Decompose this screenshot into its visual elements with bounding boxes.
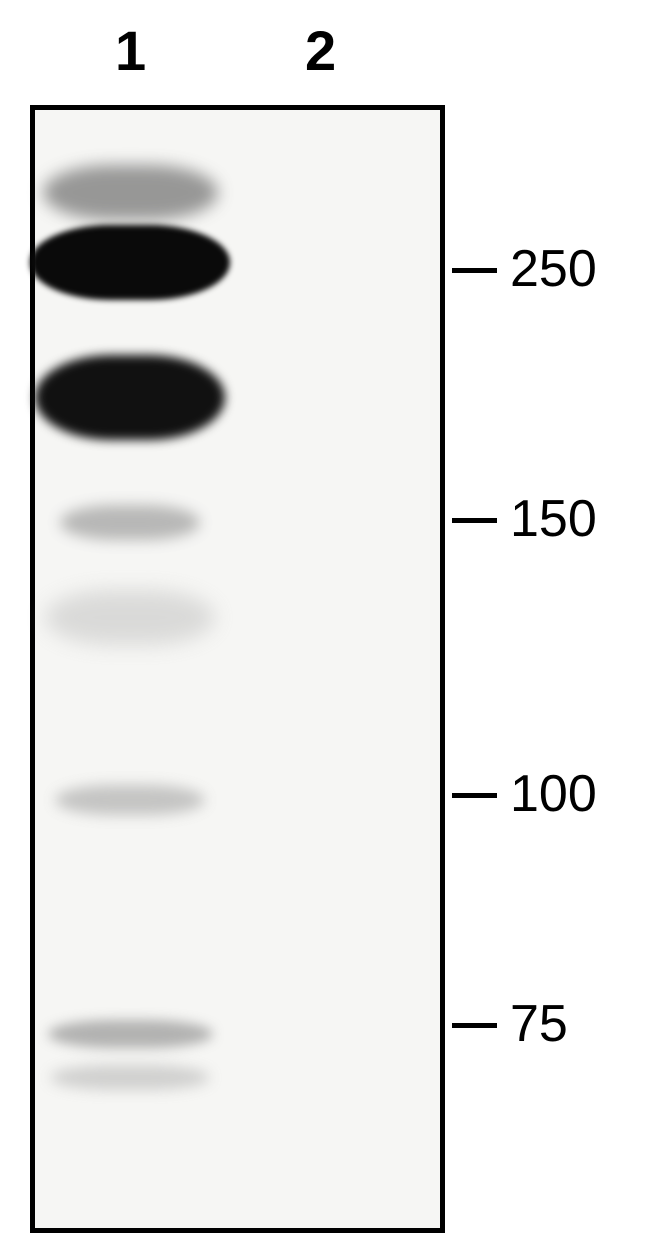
marker-tick-150 (452, 518, 497, 523)
blot-band-lane1-4 (45, 590, 215, 645)
blot-band-lane1-7 (50, 1065, 210, 1090)
lane-header-1: 1 (115, 18, 146, 83)
blot-frame (30, 105, 445, 1233)
marker-tick-100 (452, 793, 497, 798)
marker-tick-250 (452, 268, 497, 273)
marker-tick-75 (452, 1023, 497, 1028)
marker-label-250: 250 (510, 239, 597, 299)
blot-band-lane1-3 (60, 505, 200, 540)
marker-label-100: 100 (510, 764, 597, 824)
blot-band-lane1-5 (55, 785, 205, 815)
marker-label-75: 75 (510, 994, 568, 1054)
blot-band-lane1-2 (35, 355, 225, 440)
blot-band-lane1-0 (43, 165, 218, 220)
marker-label-150: 150 (510, 489, 597, 549)
blot-band-lane1-1 (30, 225, 230, 300)
lane-header-2: 2 (305, 18, 336, 83)
blot-band-lane1-6 (48, 1020, 213, 1048)
